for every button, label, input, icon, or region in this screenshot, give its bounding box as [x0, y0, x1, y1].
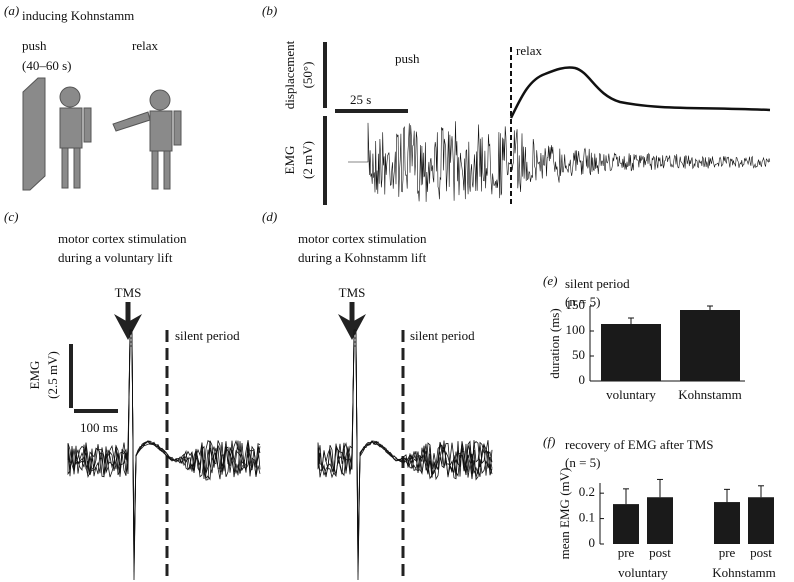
trace — [317, 345, 493, 549]
y-tick-label: 0 — [589, 535, 596, 550]
panel-title: inducing Kohnstamm — [22, 8, 134, 23]
panel-label: (a) — [4, 3, 19, 18]
scale-label: 25 s — [350, 92, 371, 107]
panel-label: (d) — [262, 209, 277, 224]
y-tick-label: 100 — [566, 322, 586, 337]
trace — [317, 333, 493, 573]
panel-title: during a voluntary lift — [58, 250, 173, 265]
group-label: voluntary — [618, 565, 668, 580]
x-tick-label: Kohnstamm — [678, 387, 742, 402]
bar — [714, 502, 740, 544]
bar — [601, 324, 661, 381]
x-tick-label: post — [750, 545, 772, 560]
label: TMS — [339, 285, 366, 300]
x-tick-label: post — [649, 545, 671, 560]
scale-bars — [69, 344, 118, 413]
bar — [748, 497, 774, 544]
panel-title: during a Kohnstamm lift — [298, 250, 427, 265]
trace — [67, 341, 261, 557]
trace — [67, 329, 261, 581]
scale-label: (50°) — [300, 62, 315, 89]
trace — [67, 345, 261, 549]
trace — [348, 121, 771, 202]
trace — [67, 333, 261, 573]
displacement-trace — [509, 66, 771, 119]
emg-trace — [317, 329, 493, 581]
emg-trace — [67, 329, 261, 581]
panel-label: (c) — [4, 209, 18, 224]
emg-trace — [348, 121, 771, 202]
y-axis-label: mean EMG (mV) — [557, 468, 572, 560]
scale-bars — [323, 42, 408, 205]
label: (40–60 s) — [22, 58, 71, 73]
y-tick-label: 0 — [579, 372, 586, 387]
y-tick-label: 150 — [566, 297, 586, 312]
panel-label: (f) — [543, 434, 555, 449]
label: TMS — [115, 285, 142, 300]
illustration — [22, 77, 182, 191]
y-axis-label: duration (ms) — [547, 308, 562, 378]
y-tick-label: 0.2 — [579, 484, 595, 499]
label: relax — [132, 38, 158, 53]
scale-label: (2 mV) — [300, 141, 315, 179]
panel-title: motor cortex stimulation — [58, 231, 187, 246]
y-tick-label: 0.1 — [579, 510, 595, 525]
x-tick-label: pre — [618, 545, 635, 560]
bar — [647, 497, 673, 544]
panel-title: motor cortex stimulation — [298, 231, 427, 246]
chart-title: silent period — [565, 276, 630, 291]
label: relax — [516, 43, 542, 58]
y-tick-label: 50 — [572, 347, 585, 362]
scale-label: 100 ms — [80, 420, 118, 435]
chart-subtitle: (n = 5) — [565, 294, 601, 309]
x-tick-label: voluntary — [606, 387, 656, 402]
arrow — [114, 302, 366, 340]
axis-label: displacement — [282, 40, 297, 109]
axis-label: EMG — [282, 146, 297, 175]
label: push — [22, 38, 47, 53]
label: silent period — [410, 328, 475, 343]
panel-label: (b) — [262, 3, 277, 18]
trace — [317, 337, 493, 565]
label: push — [395, 51, 420, 66]
axis-label: EMG — [27, 361, 42, 390]
chart-subtitle: (n = 5) — [565, 455, 601, 470]
label: silent period — [175, 328, 240, 343]
chart-title: recovery of EMG after TMS — [565, 437, 714, 452]
trace — [317, 329, 493, 581]
bar — [613, 504, 639, 544]
panel-label: (e) — [543, 273, 557, 288]
charts: (e) silent period(n = 5)duration (ms)0501… — [543, 273, 776, 580]
group-label: Kohnstamm — [712, 565, 776, 580]
x-tick-label: pre — [719, 545, 736, 560]
scale-label: (2.5 mV) — [45, 351, 60, 399]
bar — [680, 310, 740, 381]
